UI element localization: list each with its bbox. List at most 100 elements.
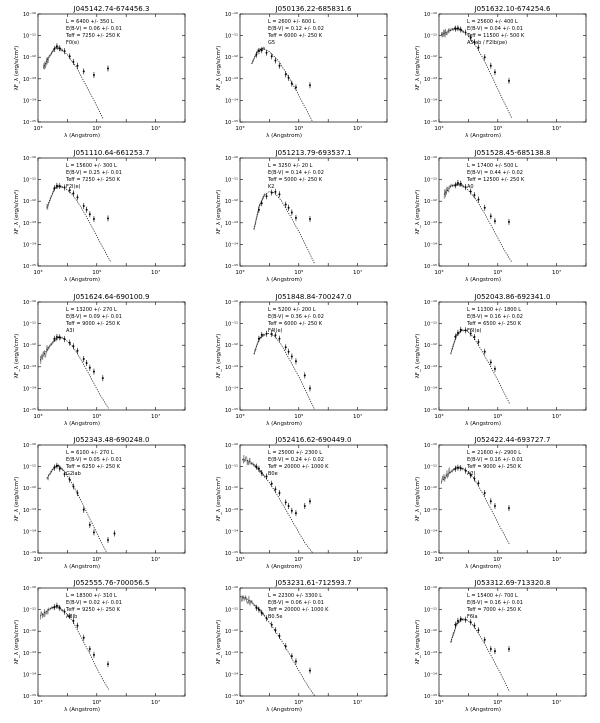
photometry-point xyxy=(88,211,91,218)
photometry-point xyxy=(459,26,462,33)
photometry-point xyxy=(72,483,75,490)
y-tick-label: 10⁻¹³ xyxy=(225,508,238,514)
photometry-point xyxy=(260,47,263,54)
photometry-point xyxy=(265,193,268,200)
x-tick-label: 10⁵ xyxy=(294,269,303,276)
photometry-marker xyxy=(294,660,297,663)
sed-panel: 10³ 10⁵ 10⁷ 10⁻¹⁵ 10⁻¹⁴ 10⁻¹³ 10⁻¹² 10⁻¹¹ 10⁻¹⁰ λ… xyxy=(13,436,186,570)
photometry-point xyxy=(255,463,258,470)
photometry-marker xyxy=(255,606,258,609)
photometry-point xyxy=(284,344,287,351)
y-tick-label: 10⁻¹³ xyxy=(225,651,238,657)
photometry-point xyxy=(473,39,476,46)
panel-title: J050136.22-685831.6 xyxy=(275,5,352,13)
photometry-marker xyxy=(257,467,260,470)
x-tick-label: 10³ xyxy=(235,699,244,706)
y-tick-label: 10⁻¹² xyxy=(225,199,238,205)
photometry-point xyxy=(294,358,297,365)
model-curve xyxy=(46,185,112,263)
photometry-marker xyxy=(255,53,258,56)
photometry-point xyxy=(489,359,492,366)
panel-title: J053231.61-712593.7 xyxy=(275,579,352,587)
x-tick-label: 10⁵ xyxy=(92,699,101,706)
y-axis-label: λF_λ (erg/s/cm²) xyxy=(414,190,421,235)
y-tick-label: 10⁻¹³ xyxy=(23,508,36,514)
photometry-marker xyxy=(68,615,71,618)
panel-info: E(B-V) = 0.14 +/- 0.02 xyxy=(268,170,324,176)
y-tick-label: 10⁻¹⁴ xyxy=(225,386,238,392)
photometry-marker xyxy=(257,608,260,611)
panel-info: F4I(e) xyxy=(268,328,283,334)
photometry-marker xyxy=(469,621,472,624)
photometry-point xyxy=(85,206,88,213)
x-axis-label: λ (Angstrom) xyxy=(266,564,302,570)
x-tick-label: 10³ xyxy=(434,556,443,563)
photometry-point xyxy=(456,329,459,336)
y-tick-label: 10⁻¹¹ xyxy=(225,608,238,614)
photometry-marker xyxy=(53,337,56,340)
panel-info: Teff = 6000 +/- 250 K xyxy=(267,33,323,39)
y-axis-label: λF_λ (erg/s/cm²) xyxy=(215,477,222,522)
photometry-marker xyxy=(507,647,510,650)
x-axis-label: λ (Angstrom) xyxy=(465,707,501,713)
y-tick-label: 10⁻¹⁴ xyxy=(23,529,36,535)
photometry-marker xyxy=(88,647,91,650)
panel-info: Teff = 6250 +/- 250 K xyxy=(65,464,121,470)
photometry-point xyxy=(459,616,462,623)
photometry-point xyxy=(493,69,496,76)
photometry-marker xyxy=(82,357,85,360)
photometry-marker xyxy=(76,349,79,352)
photometry-point xyxy=(72,343,75,350)
x-tick-label: 10⁵ xyxy=(92,413,101,420)
x-tick-label: 10⁷ xyxy=(151,556,160,563)
y-tick-label: 10⁻¹² xyxy=(225,629,238,635)
x-axis-label: λ (Angstrom) xyxy=(266,421,302,427)
photometry-point xyxy=(284,201,287,208)
photometry-point xyxy=(303,502,306,509)
y-axis-label: λF_λ (erg/s/cm²) xyxy=(414,477,421,522)
panel-info: E(B-V) = 0.25 +/- 0.01 xyxy=(66,170,122,176)
photometry-marker xyxy=(308,500,311,503)
sed-panel: 10³ 10⁵ 10⁷ 10⁻¹⁵ 10⁻¹⁴ 10⁻¹³ 10⁻¹² 10⁻¹¹ 10⁻¹⁰ λ… xyxy=(414,436,587,570)
photometry-marker xyxy=(106,538,109,541)
panel-info: Teff = 9250 +/- 250 K xyxy=(65,607,121,613)
panel-info: G2Iab xyxy=(66,471,81,477)
photometry-marker xyxy=(278,193,281,196)
panel-info: A3I xyxy=(66,328,74,334)
y-tick-label: 10⁻¹³ xyxy=(23,221,36,227)
photometry-point xyxy=(92,368,95,375)
photometry-point xyxy=(294,510,297,517)
photometry-marker xyxy=(85,208,88,211)
photometry-marker xyxy=(55,464,58,467)
x-axis-label: λ (Angstrom) xyxy=(64,421,100,427)
panel-info: L = 2600 +/- 600 L xyxy=(268,19,316,25)
photometry-marker xyxy=(76,64,79,67)
photometry-marker xyxy=(101,377,104,380)
y-tick-label: 10⁻¹² xyxy=(23,486,36,492)
photometry-point xyxy=(63,336,66,343)
sed-panel: 10³ 10⁵ 10⁷ 10⁻¹⁵ 10⁻¹⁴ 10⁻¹³ 10⁻¹² 10⁻¹¹ 10⁻¹⁰ λ… xyxy=(414,149,587,283)
photometry-point xyxy=(290,653,293,660)
photometry-point xyxy=(454,465,457,472)
photometry-marker xyxy=(265,475,268,478)
y-tick-label: 10⁻¹¹ xyxy=(424,34,437,40)
photometry-point xyxy=(265,615,268,622)
plot-frame xyxy=(438,301,587,411)
y-tick-label: 10⁻¹³ xyxy=(23,651,36,657)
photometry-point xyxy=(106,661,109,668)
photometry-marker xyxy=(489,500,492,503)
photometry-marker xyxy=(82,204,85,207)
photometry-marker xyxy=(260,472,263,475)
photometry-marker xyxy=(82,508,85,511)
photometry-marker xyxy=(308,217,311,220)
y-tick-label: 10⁻¹⁴ xyxy=(225,529,238,535)
y-tick-label: 10⁻¹¹ xyxy=(225,178,238,184)
panel-info: Teff = 20000 +/- 1000 K xyxy=(267,464,329,470)
y-tick-label: 10⁻¹² xyxy=(23,199,36,205)
panel-title: J051632.10-674254.6 xyxy=(474,5,551,13)
photometry-marker xyxy=(290,82,293,85)
photometry-point xyxy=(76,622,79,629)
photometry-point xyxy=(469,330,472,337)
y-tick-label: 10⁻¹⁴ xyxy=(23,98,36,104)
